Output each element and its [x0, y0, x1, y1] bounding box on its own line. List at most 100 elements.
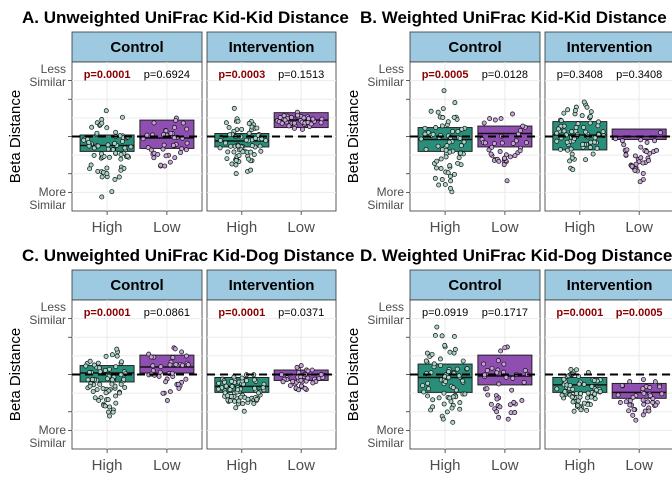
facet-strip-label: Control — [110, 39, 163, 56]
data-point — [172, 124, 177, 130]
data-point — [430, 131, 436, 137]
data-point — [113, 364, 119, 370]
data-point — [107, 154, 112, 160]
data-point — [233, 405, 239, 411]
data-point — [492, 117, 498, 123]
data-point — [569, 155, 575, 161]
data-point — [305, 375, 311, 381]
data-point — [431, 361, 437, 367]
data-point — [158, 162, 164, 168]
data-point — [445, 170, 451, 176]
data-point — [107, 404, 113, 410]
x-tick-label-low: Low — [287, 219, 315, 236]
data-point — [99, 120, 105, 126]
data-point — [646, 408, 652, 414]
data-point — [482, 372, 488, 378]
data-point — [503, 374, 509, 380]
data-point — [94, 130, 100, 136]
facet-strip — [71, 31, 203, 63]
data-point — [217, 145, 223, 151]
data-point — [246, 121, 252, 126]
data-point — [215, 386, 221, 392]
data-point — [235, 387, 241, 393]
data-point — [460, 358, 466, 364]
data-point — [102, 367, 108, 373]
data-point — [309, 367, 315, 373]
facet-strip-label: Intervention — [229, 277, 315, 294]
data-point — [99, 151, 104, 157]
x-tick-label-low: Low — [491, 219, 519, 236]
panel-b: B. Weighted UniFrac Kid-Kid Distance Beta… — [345, 8, 672, 236]
data-point — [464, 366, 470, 372]
data-point — [641, 377, 646, 382]
facet-strip — [71, 269, 203, 301]
data-point — [298, 383, 304, 389]
data-point — [112, 177, 118, 182]
data-point — [594, 145, 600, 151]
data-point — [565, 107, 571, 113]
data-point — [578, 407, 584, 413]
data-point — [446, 375, 452, 380]
data-point — [647, 384, 653, 390]
data-point — [172, 155, 178, 161]
data-point — [279, 120, 285, 126]
data-point — [425, 380, 431, 386]
data-point — [310, 116, 316, 122]
data-point — [229, 378, 235, 384]
y-tick-less: Less — [41, 300, 66, 314]
data-point — [644, 139, 650, 145]
data-point — [587, 113, 593, 119]
panel-d: D. Weighted UniFrac Kid-Dog Distance Beta… — [345, 246, 672, 474]
x-tick-label-low: Low — [491, 457, 519, 474]
y-tick-similar-top: Similar — [367, 313, 404, 327]
data-point — [574, 367, 579, 373]
data-point — [640, 386, 646, 392]
data-point — [569, 394, 575, 400]
data-point — [448, 178, 454, 184]
data-point — [183, 376, 189, 382]
y-tick-similar-bottom: Similar — [29, 198, 66, 212]
data-point — [167, 362, 173, 368]
data-point — [109, 381, 115, 387]
data-point — [484, 386, 490, 392]
data-point — [421, 389, 427, 395]
data-point — [644, 149, 650, 155]
data-point — [155, 151, 161, 157]
data-point — [600, 129, 606, 135]
data-point — [652, 138, 658, 144]
data-point — [452, 346, 458, 352]
data-point — [218, 137, 223, 143]
data-point — [623, 152, 629, 158]
data-point — [567, 158, 573, 164]
data-point — [183, 147, 189, 153]
data-point — [523, 140, 529, 146]
data-point — [179, 349, 185, 355]
data-point — [113, 393, 119, 399]
data-point — [179, 362, 185, 368]
x-tick-label-high: High — [564, 457, 595, 474]
data-point — [568, 366, 574, 372]
data-point — [424, 350, 430, 356]
data-point — [148, 147, 154, 153]
data-point — [286, 123, 292, 129]
y-tick-similar-top: Similar — [29, 313, 66, 327]
data-point — [554, 138, 560, 144]
data-point — [641, 391, 647, 396]
p-value: p=0.0001 — [84, 307, 131, 319]
data-point — [231, 374, 237, 380]
data-point — [109, 377, 115, 383]
data-point — [441, 88, 447, 94]
data-point — [453, 387, 459, 393]
p-value: p=0.0005 — [616, 307, 663, 319]
data-point — [653, 402, 659, 408]
p-value: p=0.0371 — [278, 307, 324, 319]
data-point — [659, 391, 665, 397]
data-point — [640, 171, 646, 176]
data-point — [233, 171, 239, 177]
facet-intervention: Intervention High Low p=0.0001 p=0.0371 — [206, 269, 337, 474]
data-point — [574, 391, 579, 396]
x-tick-label-high: High — [92, 219, 123, 236]
data-point — [457, 406, 463, 412]
data-point — [88, 162, 94, 168]
data-point — [120, 114, 125, 120]
